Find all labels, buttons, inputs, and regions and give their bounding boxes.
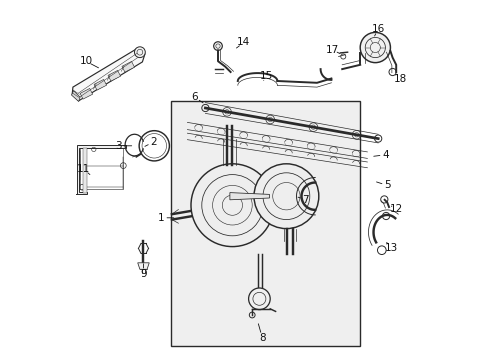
Text: 15: 15 — [260, 71, 273, 81]
Text: 2: 2 — [150, 137, 156, 147]
Polygon shape — [122, 62, 135, 72]
Polygon shape — [108, 71, 121, 81]
Circle shape — [134, 47, 145, 58]
Polygon shape — [76, 145, 126, 194]
Polygon shape — [83, 148, 87, 193]
Text: 14: 14 — [237, 37, 250, 48]
Text: 8: 8 — [259, 333, 266, 343]
Text: 12: 12 — [391, 204, 404, 214]
Polygon shape — [230, 193, 270, 200]
Text: 11: 11 — [77, 164, 90, 174]
Text: 4: 4 — [382, 150, 389, 160]
Text: 6: 6 — [191, 92, 198, 102]
Text: 3: 3 — [115, 141, 122, 151]
Circle shape — [214, 42, 222, 50]
Text: 10: 10 — [79, 56, 93, 66]
Text: 17: 17 — [325, 45, 339, 55]
Polygon shape — [94, 80, 107, 90]
Polygon shape — [138, 263, 149, 269]
Text: 5: 5 — [384, 180, 391, 190]
Text: 13: 13 — [385, 243, 398, 253]
Polygon shape — [72, 48, 145, 101]
Polygon shape — [72, 91, 80, 102]
Text: 1: 1 — [158, 213, 165, 223]
Circle shape — [254, 164, 319, 229]
Text: 9: 9 — [140, 269, 147, 279]
Circle shape — [248, 288, 270, 310]
FancyBboxPatch shape — [171, 101, 360, 346]
Circle shape — [191, 164, 274, 247]
Text: 16: 16 — [371, 24, 385, 34]
Circle shape — [360, 32, 391, 63]
Text: 18: 18 — [394, 74, 407, 84]
Text: 7: 7 — [302, 195, 309, 205]
Polygon shape — [80, 89, 93, 99]
